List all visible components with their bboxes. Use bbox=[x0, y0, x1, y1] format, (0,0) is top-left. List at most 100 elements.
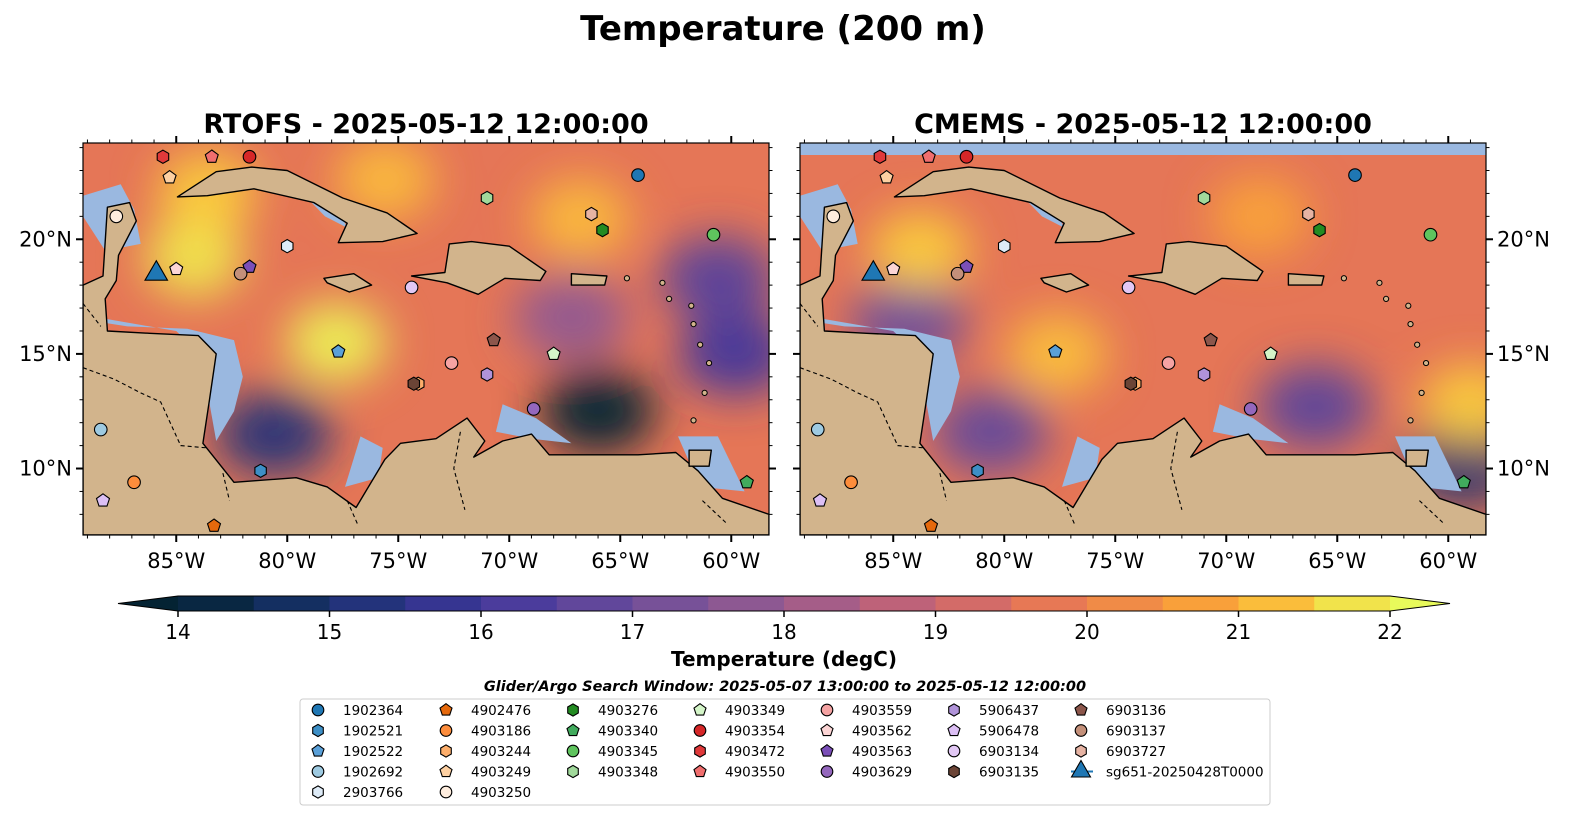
colorbar-tick-label: 17 bbox=[620, 620, 645, 644]
cold-zone bbox=[659, 236, 769, 321]
temperature-anomalies bbox=[144, 143, 769, 477]
float-marker-4903249 bbox=[879, 169, 894, 184]
island bbox=[665, 295, 673, 302]
legend-label: 4903250 bbox=[471, 785, 531, 801]
legend-label: 6903135 bbox=[979, 764, 1039, 780]
colorbar-bin bbox=[859, 596, 937, 611]
figure-title: Temperature (200 m) bbox=[580, 9, 986, 49]
warm-zone bbox=[334, 143, 435, 220]
legend-marker bbox=[439, 764, 453, 778]
float-marker-4903249 bbox=[162, 169, 177, 184]
land-hispaniola bbox=[1127, 240, 1264, 295]
float-marker-4903250 bbox=[826, 209, 841, 224]
country-border bbox=[939, 472, 948, 501]
legend-item-4903562: 4903562 bbox=[820, 723, 912, 739]
legend-label: 4903349 bbox=[725, 703, 785, 719]
country-border bbox=[346, 500, 359, 527]
legend-item-sg651-20250428t0000: sg651-20250428T0000 bbox=[1070, 759, 1264, 780]
legend-marker bbox=[440, 744, 452, 758]
island bbox=[690, 417, 697, 424]
legend-label: 4903249 bbox=[471, 764, 531, 780]
panel-title: RTOFS - 2025-05-12 12:00:00 bbox=[203, 109, 648, 140]
float-marker-4903559 bbox=[444, 356, 459, 370]
float-marker-6903137 bbox=[233, 266, 248, 281]
legend-item-6903136: 6903136 bbox=[1074, 703, 1166, 719]
colorbar-extend-high bbox=[1390, 596, 1450, 611]
colorbar-bin bbox=[935, 596, 1012, 611]
legend-item-4903186: 4903186 bbox=[439, 723, 531, 739]
island bbox=[697, 341, 704, 348]
land-hispaniola bbox=[410, 240, 547, 295]
legend-marker bbox=[312, 785, 324, 799]
legend-label: 4903348 bbox=[598, 764, 658, 780]
colorbar-bin bbox=[1011, 596, 1088, 611]
float-marker-5906437 bbox=[1197, 367, 1211, 382]
legend-item-6903727: 6903727 bbox=[1075, 744, 1166, 760]
legend-label: 5906478 bbox=[979, 723, 1039, 739]
float-marker-6903136 bbox=[1203, 332, 1218, 347]
colorbar-extend-low bbox=[118, 596, 178, 611]
colorbar-tick-label: 21 bbox=[1226, 620, 1251, 644]
float-marker-4903472 bbox=[873, 149, 887, 165]
legend-item-5906437: 5906437 bbox=[948, 703, 1039, 719]
legend-marker bbox=[439, 703, 453, 716]
cold-zone bbox=[513, 275, 630, 360]
float-marker-4903563 bbox=[242, 259, 257, 273]
legend-label: 4903340 bbox=[598, 723, 658, 739]
colorbar-tick-label: 18 bbox=[771, 620, 796, 644]
float-marker-4903186 bbox=[127, 475, 141, 490]
island bbox=[623, 275, 631, 282]
x-tick-label: 80°W bbox=[975, 549, 1033, 573]
x-tick-label: 65°W bbox=[591, 549, 649, 573]
warm-zone bbox=[144, 217, 245, 298]
legend-label: 6903136 bbox=[1106, 703, 1166, 719]
legend-marker bbox=[948, 703, 960, 717]
island bbox=[1340, 275, 1348, 282]
float-marker-4903629 bbox=[526, 402, 541, 416]
legend-label: 1902692 bbox=[343, 764, 403, 780]
legend-marker bbox=[948, 764, 960, 779]
legend-item-4903472: 4903472 bbox=[694, 744, 785, 760]
legend-label: 1902522 bbox=[343, 744, 403, 760]
legend-marker bbox=[566, 744, 580, 758]
legend-label: 4902476 bbox=[471, 703, 531, 719]
legend-item-4903629: 4903629 bbox=[820, 764, 912, 780]
legend-title: Glider/Argo Search Window: 2025-05-07 13… bbox=[484, 679, 1086, 695]
float-marker-4903550 bbox=[204, 149, 219, 163]
legend-label: 4903276 bbox=[598, 703, 658, 719]
country-border bbox=[222, 472, 231, 501]
float-marker-4903472 bbox=[156, 149, 170, 165]
float-marker-5906437 bbox=[480, 367, 494, 382]
colorbar-bin bbox=[784, 596, 861, 611]
land-puerto-rico bbox=[1287, 273, 1325, 286]
legend-label: 4903186 bbox=[471, 723, 531, 739]
legend-marker bbox=[820, 723, 834, 737]
legend-label: 4903550 bbox=[725, 764, 785, 780]
float-marker-6903137 bbox=[950, 266, 965, 281]
legend-marker bbox=[1074, 703, 1088, 716]
legend-item-1902364: 1902364 bbox=[311, 703, 403, 719]
island bbox=[1382, 295, 1390, 302]
legend-item-4903354: 4903354 bbox=[693, 723, 785, 739]
country-border bbox=[1419, 500, 1445, 524]
float-marker-4902476 bbox=[923, 518, 939, 532]
legend-marker bbox=[1074, 724, 1088, 737]
float-marker-4903250 bbox=[109, 209, 124, 224]
country-border bbox=[1063, 500, 1076, 527]
float-marker-sg651-20250428t0000 bbox=[861, 259, 886, 281]
float-marker-4903340 bbox=[739, 474, 754, 489]
legend-item-4903559: 4903559 bbox=[820, 703, 912, 719]
legend-item-5906478: 5906478 bbox=[947, 723, 1039, 739]
legend-label: 4903354 bbox=[725, 723, 785, 739]
land-central bbox=[83, 201, 769, 535]
legend-marker bbox=[567, 703, 579, 717]
map-panels: RTOFS - 2025-05-12 12:00:00 85°W 80°W 75°W 7… bbox=[19, 109, 1550, 573]
legend-label: 6903134 bbox=[979, 744, 1039, 760]
x-tick-label: 70°W bbox=[480, 549, 538, 573]
colorbar-bin bbox=[329, 596, 406, 611]
shallow-shelf bbox=[345, 436, 383, 487]
warm-zone bbox=[1209, 176, 1310, 257]
legend-label: 6903727 bbox=[1106, 744, 1166, 760]
country-border bbox=[1170, 431, 1183, 510]
